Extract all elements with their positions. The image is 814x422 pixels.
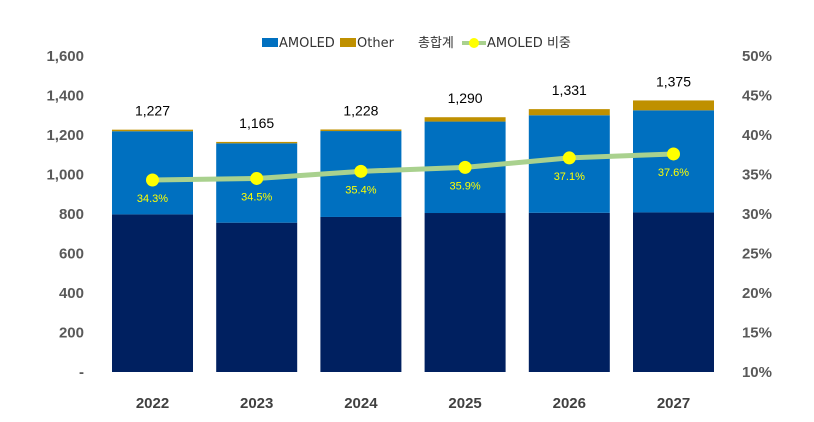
x-tick-label: 2024 [344, 395, 378, 412]
y-right-tick-label: 45% [742, 88, 772, 105]
y-left-tick-label: 200 [59, 325, 84, 342]
y-left-tick-label: 1,400 [46, 88, 84, 105]
y-left-tick-label: 400 [59, 285, 84, 302]
x-tick-label: 2023 [240, 395, 273, 412]
y-right-tick-label: 10% [742, 364, 772, 381]
x-axis: 2022 2023 2024 2025 2026 2027 [136, 395, 690, 412]
bars [112, 100, 714, 372]
legend-label-share: AMOLED 비중 [487, 36, 571, 51]
bar-segment-base [528, 212, 610, 372]
share-line-path [152, 151, 674, 183]
share-line [146, 147, 680, 187]
legend-swatch-share-marker [469, 38, 479, 48]
share-point [667, 147, 680, 161]
bar-segment-base [633, 212, 714, 372]
bar-segment-base [216, 222, 298, 372]
share-label: 34.5% [241, 191, 272, 203]
x-tick-label: 2025 [448, 395, 481, 412]
total-label: 1,375 [656, 73, 691, 89]
legend-label-total: 총합계 [418, 36, 454, 51]
y-left-tick-label: 600 [59, 246, 84, 263]
y-right-tick-label: 25% [742, 246, 772, 263]
legend-swatch-other [340, 38, 356, 47]
share-label: 37.6% [658, 167, 689, 179]
bar-segment-other [216, 141, 298, 144]
legend-label-amoled: AMOLED [279, 36, 335, 51]
y-left-tick-label: 800 [59, 206, 84, 223]
bar-segment-other [112, 129, 193, 132]
bar-segment-other [528, 109, 610, 116]
left-axis: - 200 400 600 800 1,000 1,200 1,400 1,600 [46, 48, 84, 381]
bar-segment-base [320, 216, 402, 372]
bar-segment-base [112, 214, 193, 372]
bar-segment-other [320, 129, 402, 132]
x-tick-label: 2022 [136, 395, 169, 412]
total-label: 1,227 [135, 103, 170, 119]
share-point [354, 164, 368, 178]
bar-segment-other [424, 117, 506, 122]
y-left-tick-label: 1,200 [46, 127, 84, 144]
y-right-tick-label: 35% [742, 167, 772, 184]
right-axis: 10% 15% 20% 25% 30% 35% 40% 45% 50% [742, 48, 772, 381]
data-labels: 1,227 1,165 1,228 1,290 1,331 1,375 34.3% 34.5%… [135, 73, 691, 205]
y-right-tick-label: 40% [742, 127, 772, 144]
share-label: 34.3% [137, 193, 168, 205]
legend: AMOLED Other 총합계 AMOLED 비중 [262, 36, 571, 51]
bar-segment-amoled [112, 131, 193, 215]
x-tick-label: 2026 [553, 395, 586, 412]
x-tick-label: 2027 [657, 395, 690, 412]
y-right-tick-label: 50% [742, 48, 772, 65]
share-label: 35.9% [449, 180, 480, 192]
total-label: 1,228 [343, 102, 378, 118]
y-left-tick-label: - [79, 364, 84, 381]
share-point [146, 173, 159, 187]
y-left-tick-label: 1,600 [46, 48, 84, 65]
y-right-tick-label: 20% [742, 285, 772, 302]
y-left-tick-label: 1,000 [46, 167, 84, 184]
bar-segment-base [424, 213, 506, 372]
legend-swatch-amoled [262, 38, 278, 47]
legend-label-other: Other [357, 36, 395, 51]
bar-segment-other [633, 100, 714, 111]
y-right-tick-label: 15% [742, 325, 772, 342]
total-label: 1,290 [448, 90, 483, 106]
share-point [562, 151, 576, 165]
share-point [458, 160, 472, 174]
total-label: 1,165 [239, 115, 274, 131]
share-point [250, 171, 264, 185]
share-label: 35.4% [345, 184, 376, 196]
share-label: 37.1% [554, 171, 585, 183]
total-label: 1,331 [552, 82, 587, 98]
y-right-tick-label: 30% [742, 206, 772, 223]
bar-segment-amoled [633, 110, 714, 213]
